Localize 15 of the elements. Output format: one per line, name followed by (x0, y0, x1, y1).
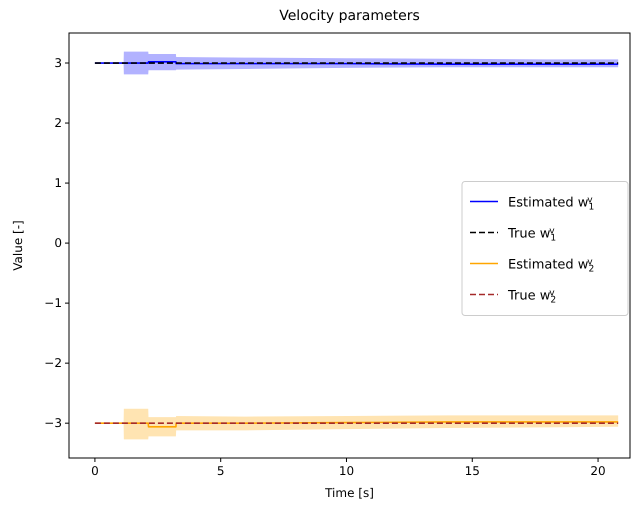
x-tick-label: 20 (590, 464, 606, 478)
y-tick-label: −3 (44, 416, 62, 430)
y-tick-label: −1 (44, 296, 62, 310)
x-tick-label: 5 (216, 464, 225, 478)
x-tick-label: 15 (464, 464, 480, 478)
y-tick-label: 2 (54, 116, 62, 130)
y-tick-label: 3 (54, 56, 62, 70)
y-tick-label: −2 (44, 356, 62, 370)
x-axis-title: Time [s] (324, 486, 374, 500)
x-tick-label: 0 (91, 464, 99, 478)
y-tick-label: 1 (54, 176, 62, 190)
y-tick-label: 0 (54, 236, 62, 250)
y-axis-title: Value [-] (11, 220, 25, 271)
chart-title: Velocity parameters (279, 8, 420, 24)
x-tick-label: 10 (338, 464, 354, 478)
